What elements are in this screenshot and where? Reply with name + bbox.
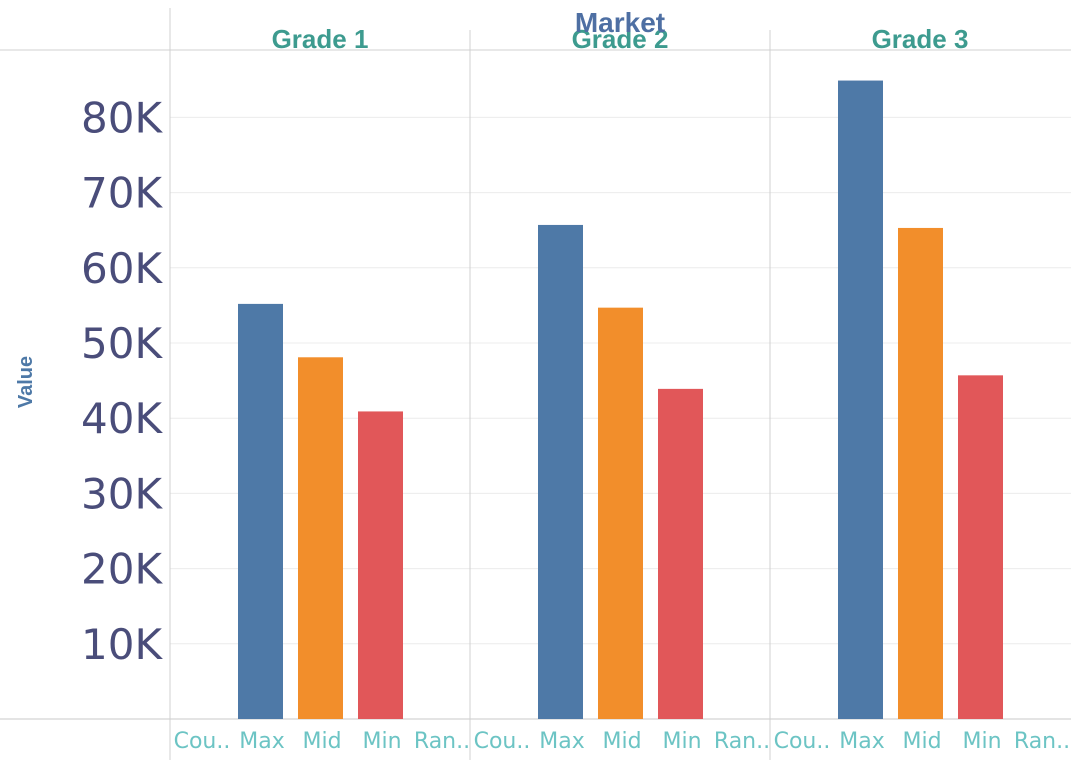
y-tick-label: 80K	[81, 93, 163, 142]
x-axis-ticks: Cou.. Max Mid Min Ran.. Cou.. Max Mid Min Ran.. Co…	[174, 729, 1070, 754]
x-tick-label: Min	[362, 729, 401, 754]
panel-title: Grade 3	[872, 24, 969, 54]
bar-mid	[598, 307, 643, 719]
panel-title: Grade 1	[272, 24, 369, 54]
bar-mid	[298, 357, 343, 719]
panel-title: Grade 2	[572, 24, 669, 54]
x-tick-label: Mid	[302, 729, 341, 754]
y-tick-label: 70K	[81, 169, 163, 218]
x-tick-label: Min	[962, 729, 1001, 754]
y-tick-label: 20K	[81, 545, 163, 594]
bar-min	[958, 375, 1003, 719]
x-tick-label: Cou..	[474, 729, 531, 754]
chart-title: Market	[575, 7, 665, 38]
bar-max	[238, 303, 283, 719]
y-axis-label: Value	[15, 356, 37, 408]
chart-frame	[0, 8, 1071, 760]
x-tick-label: Ran..	[714, 729, 770, 754]
panel-titles: Grade 1 Grade 2 Grade 3	[272, 24, 969, 54]
x-tick-label: Max	[239, 729, 284, 754]
bar-min	[658, 388, 703, 719]
x-tick-label: Max	[839, 729, 884, 754]
x-tick-label: Ran..	[414, 729, 470, 754]
x-tick-label: Ran..	[1014, 729, 1070, 754]
bars	[238, 80, 1003, 719]
y-tick-label: 50K	[81, 319, 163, 368]
x-tick-label: Mid	[902, 729, 941, 754]
bar-min	[358, 411, 403, 719]
bar-max	[538, 224, 583, 719]
y-tick-label: 60K	[81, 244, 163, 293]
y-tick-label: 10K	[81, 620, 163, 669]
x-tick-label: Cou..	[174, 729, 231, 754]
y-tick-label: 40K	[81, 394, 163, 443]
y-tick-label: 30K	[81, 469, 163, 518]
bar-mid	[898, 227, 943, 719]
bar-max	[838, 80, 883, 719]
x-tick-label: Max	[539, 729, 584, 754]
y-axis-ticks: 10K 20K 30K 40K 50K 60K 70K 80K	[81, 93, 163, 668]
x-tick-label: Min	[662, 729, 701, 754]
x-tick-label: Cou..	[774, 729, 831, 754]
x-tick-label: Mid	[602, 729, 641, 754]
